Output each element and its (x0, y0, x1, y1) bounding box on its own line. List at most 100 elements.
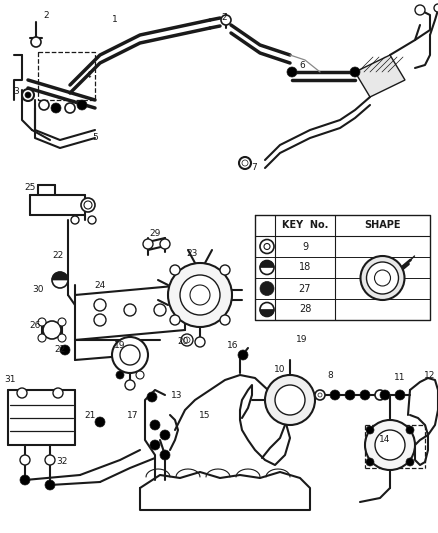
Circle shape (45, 455, 55, 465)
Text: 11: 11 (393, 373, 405, 382)
Circle shape (329, 390, 339, 400)
Circle shape (136, 371, 144, 379)
Circle shape (58, 334, 66, 342)
Circle shape (159, 450, 170, 460)
Circle shape (374, 270, 390, 286)
Text: 32: 32 (56, 457, 67, 466)
Text: 28: 28 (298, 304, 311, 314)
Circle shape (414, 5, 424, 15)
Circle shape (84, 201, 92, 209)
Circle shape (259, 239, 273, 254)
Circle shape (194, 337, 205, 347)
Circle shape (238, 157, 251, 169)
Circle shape (94, 314, 106, 326)
Text: 7: 7 (251, 164, 256, 173)
Circle shape (159, 430, 170, 440)
Circle shape (168, 263, 231, 327)
Circle shape (143, 239, 153, 249)
Circle shape (219, 265, 230, 275)
Circle shape (124, 304, 136, 316)
Text: 20: 20 (177, 337, 188, 346)
Text: 5: 5 (92, 133, 98, 142)
Text: 2: 2 (43, 12, 49, 20)
Circle shape (94, 299, 106, 311)
Circle shape (259, 281, 273, 295)
Circle shape (365, 458, 373, 466)
Circle shape (237, 350, 247, 360)
Text: 6: 6 (298, 61, 304, 69)
Text: 10: 10 (274, 366, 285, 375)
Circle shape (366, 262, 398, 294)
Text: 12: 12 (424, 370, 434, 379)
Text: 9: 9 (301, 241, 307, 252)
Wedge shape (259, 310, 273, 317)
Text: 15: 15 (199, 410, 210, 419)
Circle shape (159, 239, 170, 249)
Text: SHAPE: SHAPE (364, 221, 400, 230)
Circle shape (365, 426, 373, 434)
Circle shape (65, 103, 75, 113)
Circle shape (45, 480, 55, 490)
Text: 26: 26 (29, 320, 41, 329)
Circle shape (360, 256, 403, 300)
Circle shape (120, 345, 140, 365)
Circle shape (259, 303, 273, 317)
Circle shape (190, 285, 209, 305)
Circle shape (259, 261, 273, 274)
Text: 29: 29 (149, 229, 160, 238)
Circle shape (20, 475, 30, 485)
Circle shape (170, 265, 180, 275)
Text: 13: 13 (171, 391, 182, 400)
Text: 19: 19 (296, 335, 307, 344)
Text: 25: 25 (24, 183, 35, 192)
Circle shape (38, 334, 46, 342)
Circle shape (317, 393, 321, 397)
Circle shape (39, 100, 49, 110)
Text: 2: 2 (221, 12, 226, 21)
Circle shape (274, 385, 304, 415)
Wedge shape (259, 261, 273, 268)
Circle shape (379, 390, 389, 400)
Circle shape (286, 67, 297, 77)
Text: KEY  No.: KEY No. (281, 221, 328, 230)
Text: 18: 18 (298, 262, 311, 272)
Circle shape (263, 244, 269, 249)
Circle shape (433, 4, 438, 12)
Circle shape (17, 388, 27, 398)
Circle shape (349, 67, 359, 77)
Circle shape (112, 337, 148, 373)
Text: 4: 4 (85, 70, 91, 79)
Circle shape (405, 458, 413, 466)
Circle shape (20, 455, 30, 465)
Circle shape (220, 15, 230, 25)
Text: 23: 23 (186, 249, 197, 259)
Text: 30: 30 (32, 286, 44, 295)
Circle shape (150, 420, 159, 430)
Circle shape (170, 315, 180, 325)
Text: 19: 19 (114, 341, 125, 350)
Circle shape (344, 390, 354, 400)
Circle shape (22, 89, 34, 101)
Circle shape (31, 37, 41, 47)
Circle shape (394, 390, 404, 400)
Circle shape (95, 417, 105, 427)
Circle shape (116, 371, 124, 379)
Circle shape (265, 375, 314, 425)
Wedge shape (52, 272, 68, 280)
Text: 31: 31 (4, 376, 16, 384)
Circle shape (359, 390, 369, 400)
Circle shape (51, 103, 61, 113)
Text: 21: 21 (84, 410, 95, 419)
Text: 24: 24 (94, 280, 106, 289)
Text: 14: 14 (378, 435, 390, 445)
Circle shape (405, 426, 413, 434)
Text: 1: 1 (112, 15, 118, 25)
Text: 17: 17 (127, 410, 138, 419)
Circle shape (241, 160, 247, 166)
Circle shape (150, 440, 159, 450)
Circle shape (154, 304, 166, 316)
Circle shape (374, 390, 384, 400)
Circle shape (58, 318, 66, 326)
Circle shape (53, 388, 63, 398)
Circle shape (60, 345, 70, 355)
